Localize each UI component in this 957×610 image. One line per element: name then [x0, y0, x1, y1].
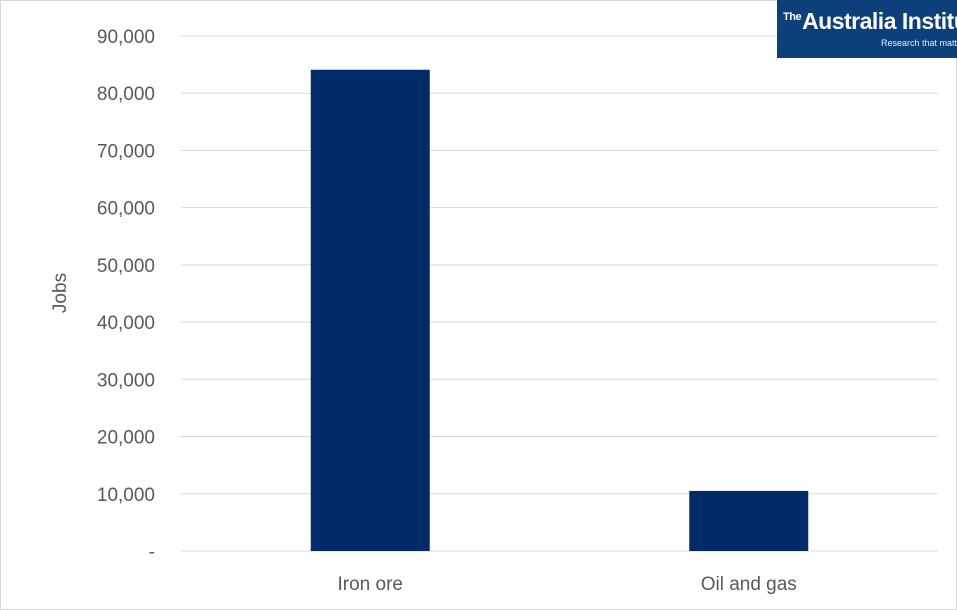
- x-tick-label: Oil and gas: [701, 574, 797, 595]
- gridlines: [181, 35, 938, 552]
- y-tick-label: 80,000: [97, 84, 155, 105]
- y-tick-label: 40,000: [97, 313, 155, 334]
- y-tick-label: 20,000: [97, 428, 155, 449]
- bar-oil-and-gas: [689, 490, 809, 551]
- y-tick-label: 30,000: [97, 370, 155, 391]
- y-axis-label: Jobs: [50, 273, 71, 313]
- y-tick-label: 60,000: [97, 199, 155, 220]
- y-tick-label: 50,000: [97, 256, 155, 277]
- y-axis-tick-labels: - 10,000 20,000 30,000 40,000 50,000 60,000 70,…: [97, 27, 155, 563]
- x-tick-label: Iron ore: [338, 574, 403, 595]
- logo-tagline: Research that matters.: [881, 38, 957, 48]
- y-tick-label: 10,000: [97, 485, 155, 506]
- y-tick-label: -: [149, 542, 155, 563]
- y-tick-label: 70,000: [97, 141, 155, 162]
- bars: [310, 69, 809, 551]
- australia-institute-logo: TheAustralia Institute Research that mat…: [777, 0, 957, 58]
- y-tick-label: 90,000: [97, 27, 155, 48]
- bar-iron-ore: [310, 69, 430, 551]
- logo-wordmark: TheAustralia Institute: [783, 8, 957, 35]
- x-axis-tick-labels: Iron ore Oil and gas: [338, 574, 797, 595]
- logo-the: The: [783, 11, 802, 23]
- logo-name: Australia Institute: [802, 8, 957, 34]
